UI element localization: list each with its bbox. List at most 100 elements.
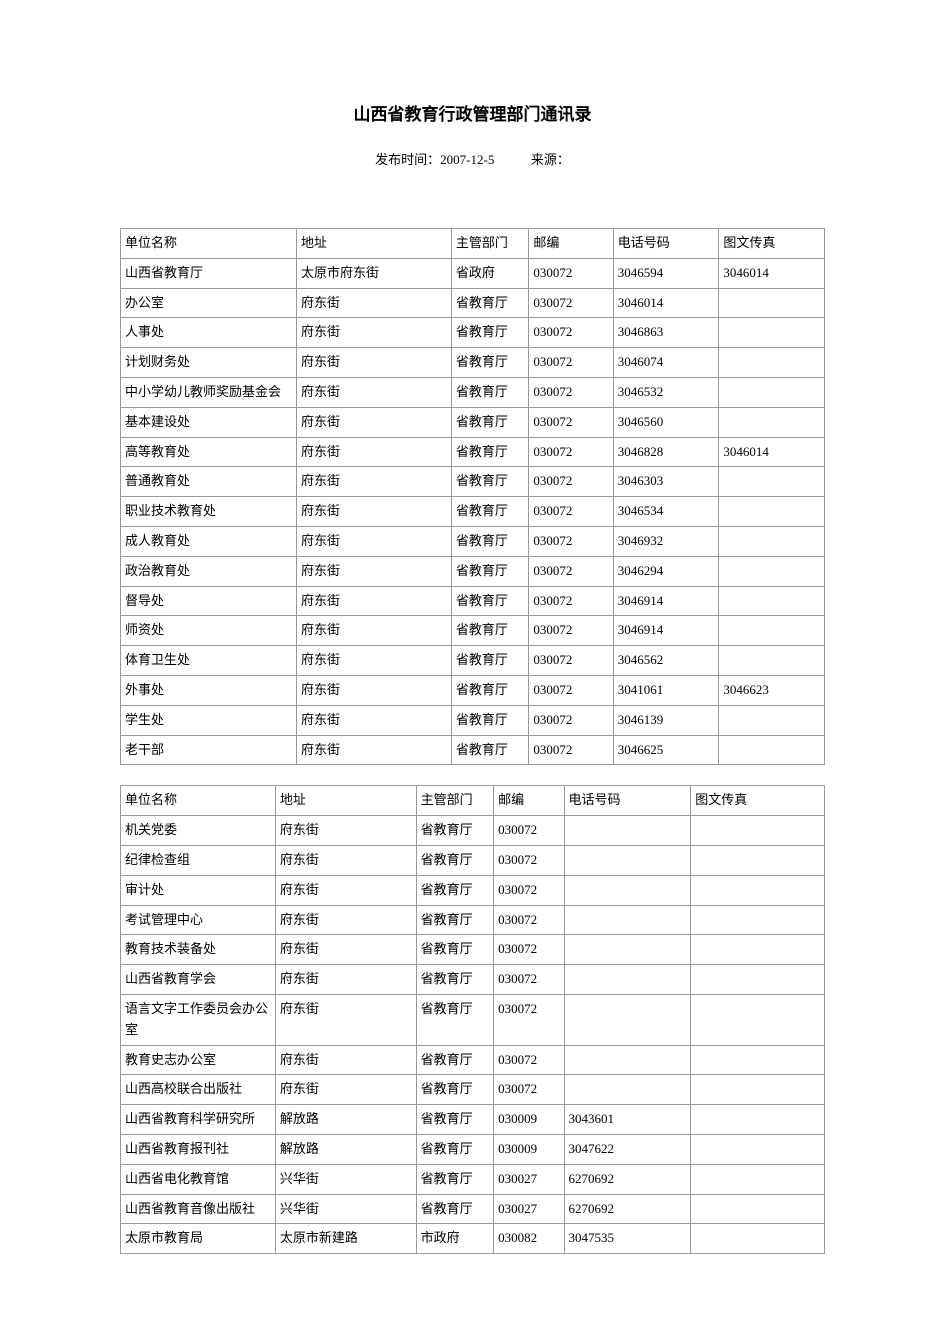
- table-cell: [719, 377, 825, 407]
- table-cell: 省教育厅: [416, 1105, 493, 1135]
- table-cell: 太原市府东街: [297, 258, 452, 288]
- table-cell: [719, 407, 825, 437]
- table-cell: 030072: [529, 735, 613, 765]
- table-cell: 兴华街: [275, 1194, 416, 1224]
- table-row: 办公室府东街省教育厅0300723046014: [121, 288, 825, 318]
- table-cell: 3041061: [613, 675, 719, 705]
- table-cell: 3046623: [719, 675, 825, 705]
- table-cell: 省教育厅: [451, 526, 528, 556]
- page-title: 山西省教育行政管理部门通讯录: [120, 100, 825, 125]
- table-cell: 府东街: [297, 556, 452, 586]
- table-cell: 府东街: [297, 318, 452, 348]
- table-cell: 省政府: [451, 258, 528, 288]
- table-cell: 030072: [529, 526, 613, 556]
- table-cell: 省教育厅: [416, 1045, 493, 1075]
- table-cell: 030072: [529, 675, 613, 705]
- table-cell: 高等教育处: [121, 437, 297, 467]
- table-cell: 审计处: [121, 875, 276, 905]
- table-cell: 省教育厅: [451, 407, 528, 437]
- table-cell: 省教育厅: [416, 845, 493, 875]
- table-cell: 体育卫生处: [121, 646, 297, 676]
- table-cell: [719, 705, 825, 735]
- table-cell: 中小学幼儿教师奖励基金会: [121, 377, 297, 407]
- table-cell: 府东街: [297, 377, 452, 407]
- table-row: 山西省教育科学研究所解放路省教育厅0300093043601: [121, 1105, 825, 1135]
- table-cell: 计划财务处: [121, 348, 297, 378]
- table-cell: 3046014: [613, 288, 719, 318]
- table-header-cell: 邮编: [529, 229, 613, 259]
- publish-label: 发布时间：: [375, 152, 440, 167]
- table-cell: 省教育厅: [451, 646, 528, 676]
- table-row: 师资处府东街省教育厅0300723046914: [121, 616, 825, 646]
- table-cell: 030072: [529, 318, 613, 348]
- table-row: 太原市教育局太原市新建路市政府0300823047535: [121, 1224, 825, 1254]
- table-cell: 省教育厅: [451, 318, 528, 348]
- table-cell: [719, 616, 825, 646]
- table-header-cell: 地址: [275, 786, 416, 816]
- table-cell: 普通教育处: [121, 467, 297, 497]
- table-cell: 外事处: [121, 675, 297, 705]
- table-cell: 教育史志办公室: [121, 1045, 276, 1075]
- table-cell: [719, 467, 825, 497]
- table-header-cell: 图文传真: [719, 229, 825, 259]
- table-cell: 030072: [529, 556, 613, 586]
- table-header-cell: 单位名称: [121, 786, 276, 816]
- table-row: 山西省教育音像出版社兴华街省教育厅0300276270692: [121, 1194, 825, 1224]
- table-cell: [691, 875, 825, 905]
- table-cell: 督导处: [121, 586, 297, 616]
- table-cell: [719, 497, 825, 527]
- table-cell: 府东街: [297, 616, 452, 646]
- table-cell: [691, 1224, 825, 1254]
- table-row: 审计处府东街省教育厅030072: [121, 875, 825, 905]
- table-header-cell: 主管部门: [416, 786, 493, 816]
- table-cell: 市政府: [416, 1224, 493, 1254]
- table-cell: 山西省教育科学研究所: [121, 1105, 276, 1135]
- table-cell: 030072: [494, 1075, 564, 1105]
- table-cell: 3046625: [613, 735, 719, 765]
- table-cell: [691, 1134, 825, 1164]
- table-cell: 省教育厅: [416, 905, 493, 935]
- table-cell: 基本建设处: [121, 407, 297, 437]
- table-cell: 府东街: [297, 288, 452, 318]
- table-cell: [719, 556, 825, 586]
- table-cell: 府东街: [297, 407, 452, 437]
- table-cell: 030027: [494, 1164, 564, 1194]
- table-cell: 省教育厅: [416, 1134, 493, 1164]
- table-cell: 纪律检查组: [121, 845, 276, 875]
- table-cell: [719, 288, 825, 318]
- table-cell: 030072: [494, 816, 564, 846]
- table-row: 山西高校联合出版社府东街省教育厅030072: [121, 1075, 825, 1105]
- table-cell: 府东街: [297, 437, 452, 467]
- table-cell: 府东街: [297, 646, 452, 676]
- table-cell: 府东街: [275, 935, 416, 965]
- table-cell: [691, 1194, 825, 1224]
- table-cell: 省教育厅: [451, 586, 528, 616]
- table-row: 教育技术装备处府东街省教育厅030072: [121, 935, 825, 965]
- table-cell: 省教育厅: [451, 467, 528, 497]
- table-cell: 3047535: [564, 1224, 691, 1254]
- table-row: 计划财务处府东街省教育厅0300723046074: [121, 348, 825, 378]
- table-cell: 030082: [494, 1224, 564, 1254]
- table-cell: 省教育厅: [416, 1075, 493, 1105]
- table-cell: 府东街: [275, 1045, 416, 1075]
- table-row: 基本建设处府东街省教育厅0300723046560: [121, 407, 825, 437]
- table-cell: 3046932: [613, 526, 719, 556]
- table-cell: 省教育厅: [451, 377, 528, 407]
- table-cell: 府东街: [297, 497, 452, 527]
- table-cell: 030072: [529, 497, 613, 527]
- table-cell: 省教育厅: [451, 675, 528, 705]
- table-cell: 机关党委: [121, 816, 276, 846]
- table-header-cell: 主管部门: [451, 229, 528, 259]
- directory-table-1: 单位名称地址主管部门邮编电话号码图文传真山西省教育厅太原市府东街省政府03007…: [120, 228, 825, 765]
- table-cell: 解放路: [275, 1134, 416, 1164]
- table-cell: 府东街: [275, 875, 416, 905]
- table-cell: 3043601: [564, 1105, 691, 1135]
- table-cell: [691, 816, 825, 846]
- table-cell: [564, 845, 691, 875]
- table-cell: [691, 1075, 825, 1105]
- table-cell: [691, 905, 825, 935]
- table-cell: [564, 875, 691, 905]
- table-cell: [691, 935, 825, 965]
- table-cell: 030072: [529, 288, 613, 318]
- publish-date: 2007-12-5: [440, 152, 494, 167]
